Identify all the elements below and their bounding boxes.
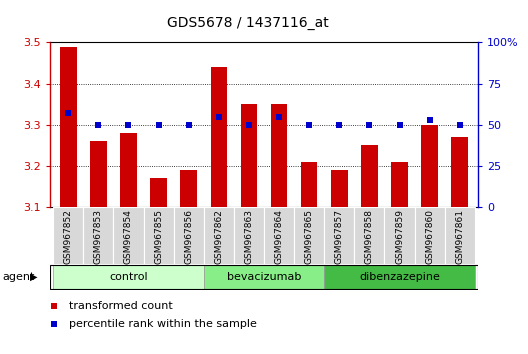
- Bar: [331, 170, 347, 207]
- Bar: [324, 265, 475, 289]
- Text: GSM967856: GSM967856: [184, 209, 193, 264]
- Text: GDS5678 / 1437116_at: GDS5678 / 1437116_at: [167, 16, 329, 30]
- Bar: [83, 207, 114, 264]
- Bar: [264, 207, 294, 264]
- Bar: [211, 67, 227, 207]
- Bar: [53, 265, 204, 289]
- Bar: [354, 207, 384, 264]
- Text: GSM967854: GSM967854: [124, 209, 133, 264]
- Bar: [451, 137, 468, 207]
- Text: transformed count: transformed count: [69, 301, 173, 311]
- Bar: [445, 207, 475, 264]
- Text: GSM967865: GSM967865: [305, 209, 314, 264]
- Bar: [174, 207, 204, 264]
- Bar: [361, 145, 378, 207]
- Bar: [241, 104, 257, 207]
- Bar: [414, 207, 445, 264]
- Text: dibenzazepine: dibenzazepine: [359, 272, 440, 282]
- Text: GSM967855: GSM967855: [154, 209, 163, 264]
- Text: GSM967858: GSM967858: [365, 209, 374, 264]
- Text: ▶: ▶: [30, 272, 37, 282]
- Text: GSM967862: GSM967862: [214, 209, 223, 264]
- Bar: [421, 125, 438, 207]
- Text: GSM967864: GSM967864: [275, 209, 284, 264]
- Bar: [204, 265, 324, 289]
- Bar: [324, 207, 354, 264]
- Bar: [53, 207, 83, 264]
- Bar: [181, 170, 197, 207]
- Bar: [301, 162, 317, 207]
- Bar: [204, 207, 234, 264]
- Bar: [384, 207, 414, 264]
- Text: percentile rank within the sample: percentile rank within the sample: [69, 319, 257, 330]
- Bar: [391, 162, 408, 207]
- Bar: [234, 207, 264, 264]
- Text: bevacizumab: bevacizumab: [227, 272, 301, 282]
- Text: GSM967863: GSM967863: [244, 209, 253, 264]
- Text: agent: agent: [3, 272, 35, 282]
- Text: GSM967852: GSM967852: [64, 209, 73, 264]
- Bar: [114, 207, 144, 264]
- Bar: [271, 104, 287, 207]
- Bar: [294, 207, 324, 264]
- Text: GSM967860: GSM967860: [425, 209, 434, 264]
- Bar: [120, 133, 137, 207]
- Bar: [60, 47, 77, 207]
- Text: GSM967857: GSM967857: [335, 209, 344, 264]
- Text: GSM967859: GSM967859: [395, 209, 404, 264]
- Text: GSM967861: GSM967861: [455, 209, 464, 264]
- Text: GSM967853: GSM967853: [94, 209, 103, 264]
- Text: control: control: [109, 272, 148, 282]
- Bar: [144, 207, 174, 264]
- Bar: [150, 178, 167, 207]
- Bar: [90, 141, 107, 207]
